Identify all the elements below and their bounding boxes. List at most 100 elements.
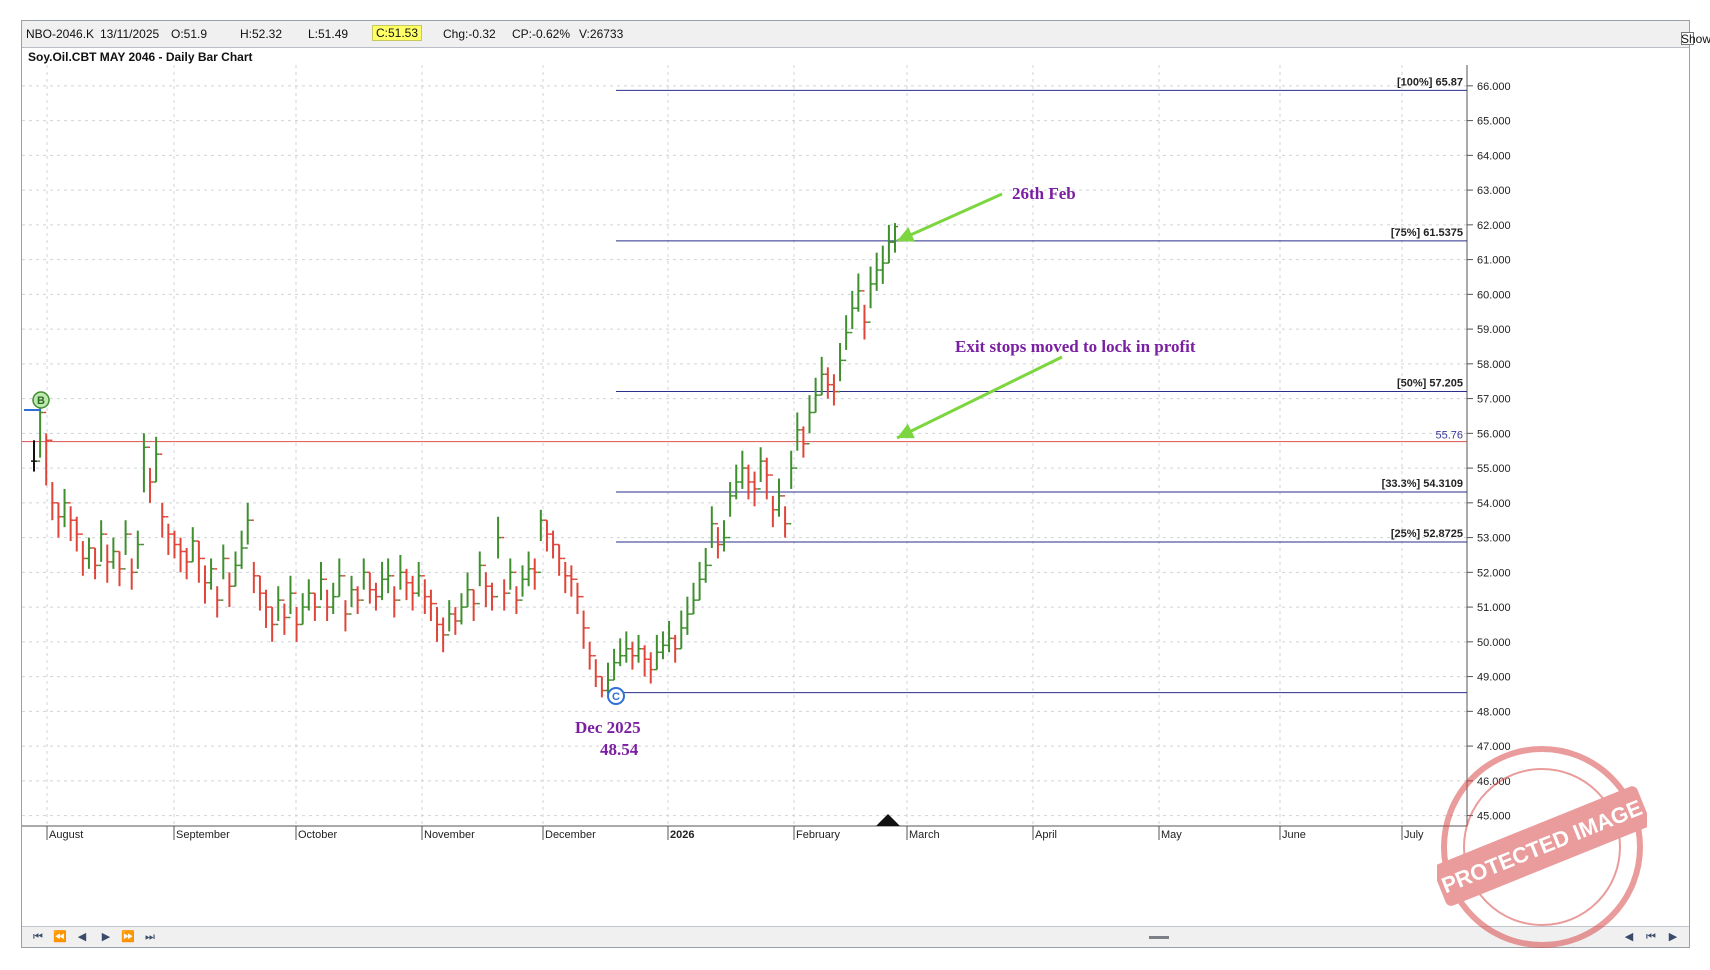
ohlc-bar	[177, 537, 184, 573]
ohlc-bar	[293, 592, 300, 642]
ohlc-bar	[116, 550, 123, 587]
fib-level-label: [33.3%] 54.3109	[1382, 478, 1463, 490]
ohlc-bar	[342, 575, 349, 632]
ohlc-bar	[238, 530, 245, 569]
ohlc-bar	[708, 506, 715, 567]
ohlc-bar	[379, 561, 386, 601]
ohlc-bar	[818, 356, 825, 396]
ohlc-bar	[501, 536, 508, 611]
ohlc-bar	[751, 471, 758, 507]
low-value-annotation: 48.54	[600, 740, 639, 759]
ohlc-bar	[427, 589, 434, 621]
ohlc-bar	[672, 634, 679, 663]
ohlc-bar	[104, 533, 111, 583]
y-tick-label: 64.000	[1477, 150, 1511, 162]
ohlc-bar	[892, 223, 898, 253]
ohlc-bar	[92, 547, 99, 580]
ohlc-bar	[531, 558, 538, 590]
ohlc-bar	[653, 634, 660, 671]
y-tick-label: 62.000	[1477, 220, 1511, 232]
ohlc-bar	[79, 533, 86, 576]
peak-annotation: 26th Feb	[1012, 184, 1076, 203]
stops-annotation: Exit stops moved to lock in profit	[955, 337, 1196, 356]
ohlc-bar	[849, 290, 856, 334]
ohlc-bar	[470, 588, 477, 621]
ohlc-bar	[354, 586, 361, 615]
ohlc-bar	[598, 675, 605, 698]
volume-label: V:26733	[579, 27, 624, 41]
ohlc-bar	[702, 548, 709, 583]
fib-level-label: [50%] 57.205	[1397, 377, 1463, 389]
ohlc-bar	[409, 575, 416, 611]
ohlc-bar	[812, 377, 819, 414]
y-tick-label: 61.000	[1477, 255, 1511, 267]
ohlc-bar	[128, 533, 135, 590]
ohlc-bar	[98, 520, 105, 567]
ohlc-bar	[800, 426, 807, 458]
ohlc-bar	[415, 561, 422, 597]
ohlc-bar	[696, 561, 703, 601]
fast-back-icon[interactable]: ⏪	[53, 931, 67, 943]
ohlc-bar	[537, 509, 544, 574]
ohlc-bar	[372, 582, 379, 611]
ohlc-bar	[824, 367, 831, 399]
y-tick-label: 57.000	[1477, 394, 1511, 406]
ohlc-bar	[458, 593, 465, 625]
ohlc-bar	[794, 412, 801, 469]
ohlc-bar	[452, 607, 459, 635]
ohlc-bar	[580, 595, 587, 649]
y-tick-label: 65.000	[1477, 116, 1511, 128]
ohlc-bar	[739, 450, 746, 489]
back-icon[interactable]: ◀	[77, 931, 87, 943]
x-month-label: February	[796, 829, 841, 841]
scroll-right-icon[interactable]: ▶	[1668, 931, 1678, 943]
ohlc-bar	[256, 575, 263, 611]
ohlc-bar	[733, 464, 740, 500]
y-tick-label: 47.000	[1477, 741, 1511, 753]
first-icon[interactable]: ⏮	[33, 931, 43, 943]
y-tick-label: 55.000	[1477, 463, 1511, 475]
ohlc-bar	[843, 315, 850, 362]
scroll-end-icon[interactable]: ⏮	[1646, 931, 1656, 943]
ohlc-bar	[134, 530, 141, 574]
fast-forward-icon[interactable]: ⏩	[121, 931, 135, 943]
last-icon[interactable]: ⏭	[145, 931, 155, 943]
forward-icon[interactable]: ▶	[101, 931, 111, 943]
close-label: C:51.53	[372, 25, 423, 41]
ohlc-bar	[641, 645, 648, 677]
high-label: H:52.32	[240, 27, 283, 41]
symbol-label: NBO-2046.K	[26, 27, 95, 41]
ohlc-bar	[867, 266, 874, 323]
ohlc-bar	[605, 662, 611, 694]
x-month-label: December	[545, 829, 596, 841]
scroll-left-icon[interactable]: ◀	[1624, 931, 1634, 943]
ohlc-bar	[788, 450, 795, 525]
ohlc-bar	[31, 440, 37, 472]
change-label: Chg:-0.32	[443, 27, 496, 41]
ohlc-bar	[281, 599, 288, 635]
ohlc-bar	[165, 515, 172, 555]
ohlc-bar	[629, 641, 636, 670]
ohlc-bar	[543, 519, 550, 552]
ohlc-bar	[556, 543, 563, 576]
ohlc-bar	[61, 488, 68, 528]
ohlc-bar	[617, 638, 624, 667]
peak-arrow	[896, 192, 1003, 243]
price-chart[interactable]: Soy.Oil.CBT MAY 2046 - Daily Bar Chart 45…	[22, 21, 1689, 947]
ohlc-bar	[763, 457, 770, 500]
scroll-grip[interactable]	[1149, 936, 1169, 939]
ohlc-bar	[159, 453, 166, 538]
ohlc-bar	[147, 446, 154, 503]
x-month-label: June	[1282, 829, 1306, 841]
x-month-label: 2026	[670, 829, 694, 841]
ohlc-bar	[678, 610, 685, 650]
ohlc-bar	[305, 579, 312, 611]
y-tick-label: 60.000	[1477, 289, 1511, 301]
y-tick-label: 52.000	[1477, 567, 1511, 579]
ohlc-bar	[690, 582, 697, 615]
y-tick-label: 66.000	[1477, 81, 1511, 93]
show-last-checkbox[interactable]	[1681, 32, 1694, 45]
ohlc-bar	[568, 565, 575, 597]
ohlc-bar	[122, 520, 129, 570]
ohlc-bar	[855, 273, 862, 312]
